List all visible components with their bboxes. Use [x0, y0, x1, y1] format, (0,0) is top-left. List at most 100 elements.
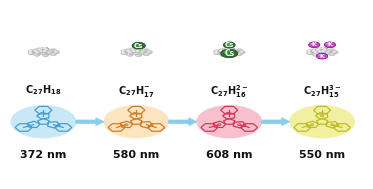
- Circle shape: [215, 50, 217, 51]
- Circle shape: [133, 52, 140, 55]
- Circle shape: [122, 50, 124, 51]
- Circle shape: [42, 47, 48, 50]
- Circle shape: [332, 51, 338, 54]
- Circle shape: [137, 48, 139, 49]
- Circle shape: [321, 48, 327, 51]
- Circle shape: [44, 49, 50, 51]
- Circle shape: [238, 124, 241, 125]
- Circle shape: [311, 43, 314, 45]
- Circle shape: [47, 49, 54, 52]
- Circle shape: [137, 54, 139, 55]
- Circle shape: [225, 50, 231, 53]
- Circle shape: [315, 48, 322, 51]
- Circle shape: [326, 52, 328, 53]
- Circle shape: [225, 47, 231, 50]
- Circle shape: [323, 49, 329, 51]
- Circle shape: [308, 42, 320, 48]
- Circle shape: [39, 47, 45, 50]
- Circle shape: [131, 49, 133, 50]
- Circle shape: [29, 52, 31, 53]
- FancyArrow shape: [169, 118, 197, 126]
- Circle shape: [140, 49, 147, 52]
- Circle shape: [140, 52, 142, 53]
- Circle shape: [28, 50, 34, 53]
- Circle shape: [143, 49, 150, 52]
- Text: $\mathbf{C_{27}H_{17}^{-}}$: $\mathbf{C_{27}H_{17}^{-}}$: [118, 84, 154, 99]
- Circle shape: [40, 52, 47, 55]
- Circle shape: [228, 47, 234, 50]
- Circle shape: [317, 53, 328, 59]
- Circle shape: [132, 47, 138, 50]
- Circle shape: [322, 48, 324, 49]
- Circle shape: [147, 51, 150, 52]
- Circle shape: [135, 48, 142, 51]
- Circle shape: [38, 49, 40, 50]
- Circle shape: [219, 49, 225, 53]
- Circle shape: [28, 52, 34, 55]
- Circle shape: [44, 48, 46, 49]
- Text: Cs: Cs: [225, 42, 234, 48]
- Circle shape: [136, 48, 138, 49]
- Circle shape: [51, 49, 53, 50]
- Circle shape: [319, 54, 322, 56]
- Circle shape: [228, 48, 235, 51]
- Circle shape: [37, 49, 43, 51]
- Circle shape: [43, 48, 49, 51]
- Circle shape: [47, 52, 49, 53]
- Circle shape: [34, 50, 36, 51]
- Circle shape: [126, 53, 133, 56]
- Circle shape: [127, 51, 134, 54]
- Circle shape: [35, 52, 38, 53]
- Circle shape: [129, 48, 136, 51]
- Circle shape: [321, 50, 327, 53]
- Circle shape: [313, 53, 319, 56]
- Circle shape: [54, 51, 57, 52]
- Circle shape: [316, 49, 319, 50]
- Circle shape: [135, 47, 141, 50]
- Circle shape: [325, 51, 331, 54]
- Circle shape: [229, 48, 232, 49]
- Circle shape: [240, 51, 242, 52]
- Circle shape: [137, 49, 142, 51]
- Circle shape: [132, 42, 145, 49]
- Circle shape: [329, 53, 335, 56]
- Circle shape: [223, 49, 229, 51]
- Circle shape: [43, 51, 45, 52]
- Circle shape: [36, 48, 43, 51]
- Text: 372 nm: 372 nm: [20, 150, 67, 160]
- Circle shape: [121, 50, 127, 53]
- Circle shape: [222, 52, 223, 53]
- Circle shape: [308, 52, 310, 53]
- Circle shape: [146, 51, 153, 54]
- Circle shape: [134, 52, 137, 53]
- Text: $\mathbf{C_{27}H_{18}}$: $\mathbf{C_{27}H_{18}}$: [25, 84, 62, 97]
- Circle shape: [226, 48, 228, 49]
- Text: Cs: Cs: [224, 49, 234, 58]
- Circle shape: [219, 53, 226, 56]
- Circle shape: [35, 54, 37, 55]
- Circle shape: [122, 52, 124, 53]
- Circle shape: [314, 49, 316, 50]
- Circle shape: [220, 50, 222, 51]
- Circle shape: [224, 51, 229, 53]
- Circle shape: [221, 49, 238, 58]
- Circle shape: [35, 49, 37, 50]
- Circle shape: [51, 53, 53, 54]
- Circle shape: [236, 53, 242, 56]
- Circle shape: [38, 49, 40, 50]
- Circle shape: [32, 49, 40, 53]
- Circle shape: [44, 54, 46, 55]
- Circle shape: [143, 53, 150, 56]
- Circle shape: [307, 50, 313, 53]
- Circle shape: [308, 50, 310, 51]
- Circle shape: [10, 105, 76, 138]
- Circle shape: [41, 52, 44, 53]
- Circle shape: [40, 48, 42, 49]
- Circle shape: [329, 49, 335, 52]
- Text: Cs: Cs: [134, 43, 143, 49]
- Circle shape: [322, 51, 324, 52]
- Circle shape: [289, 105, 355, 138]
- Circle shape: [220, 51, 227, 54]
- Circle shape: [130, 49, 136, 51]
- Circle shape: [313, 51, 320, 54]
